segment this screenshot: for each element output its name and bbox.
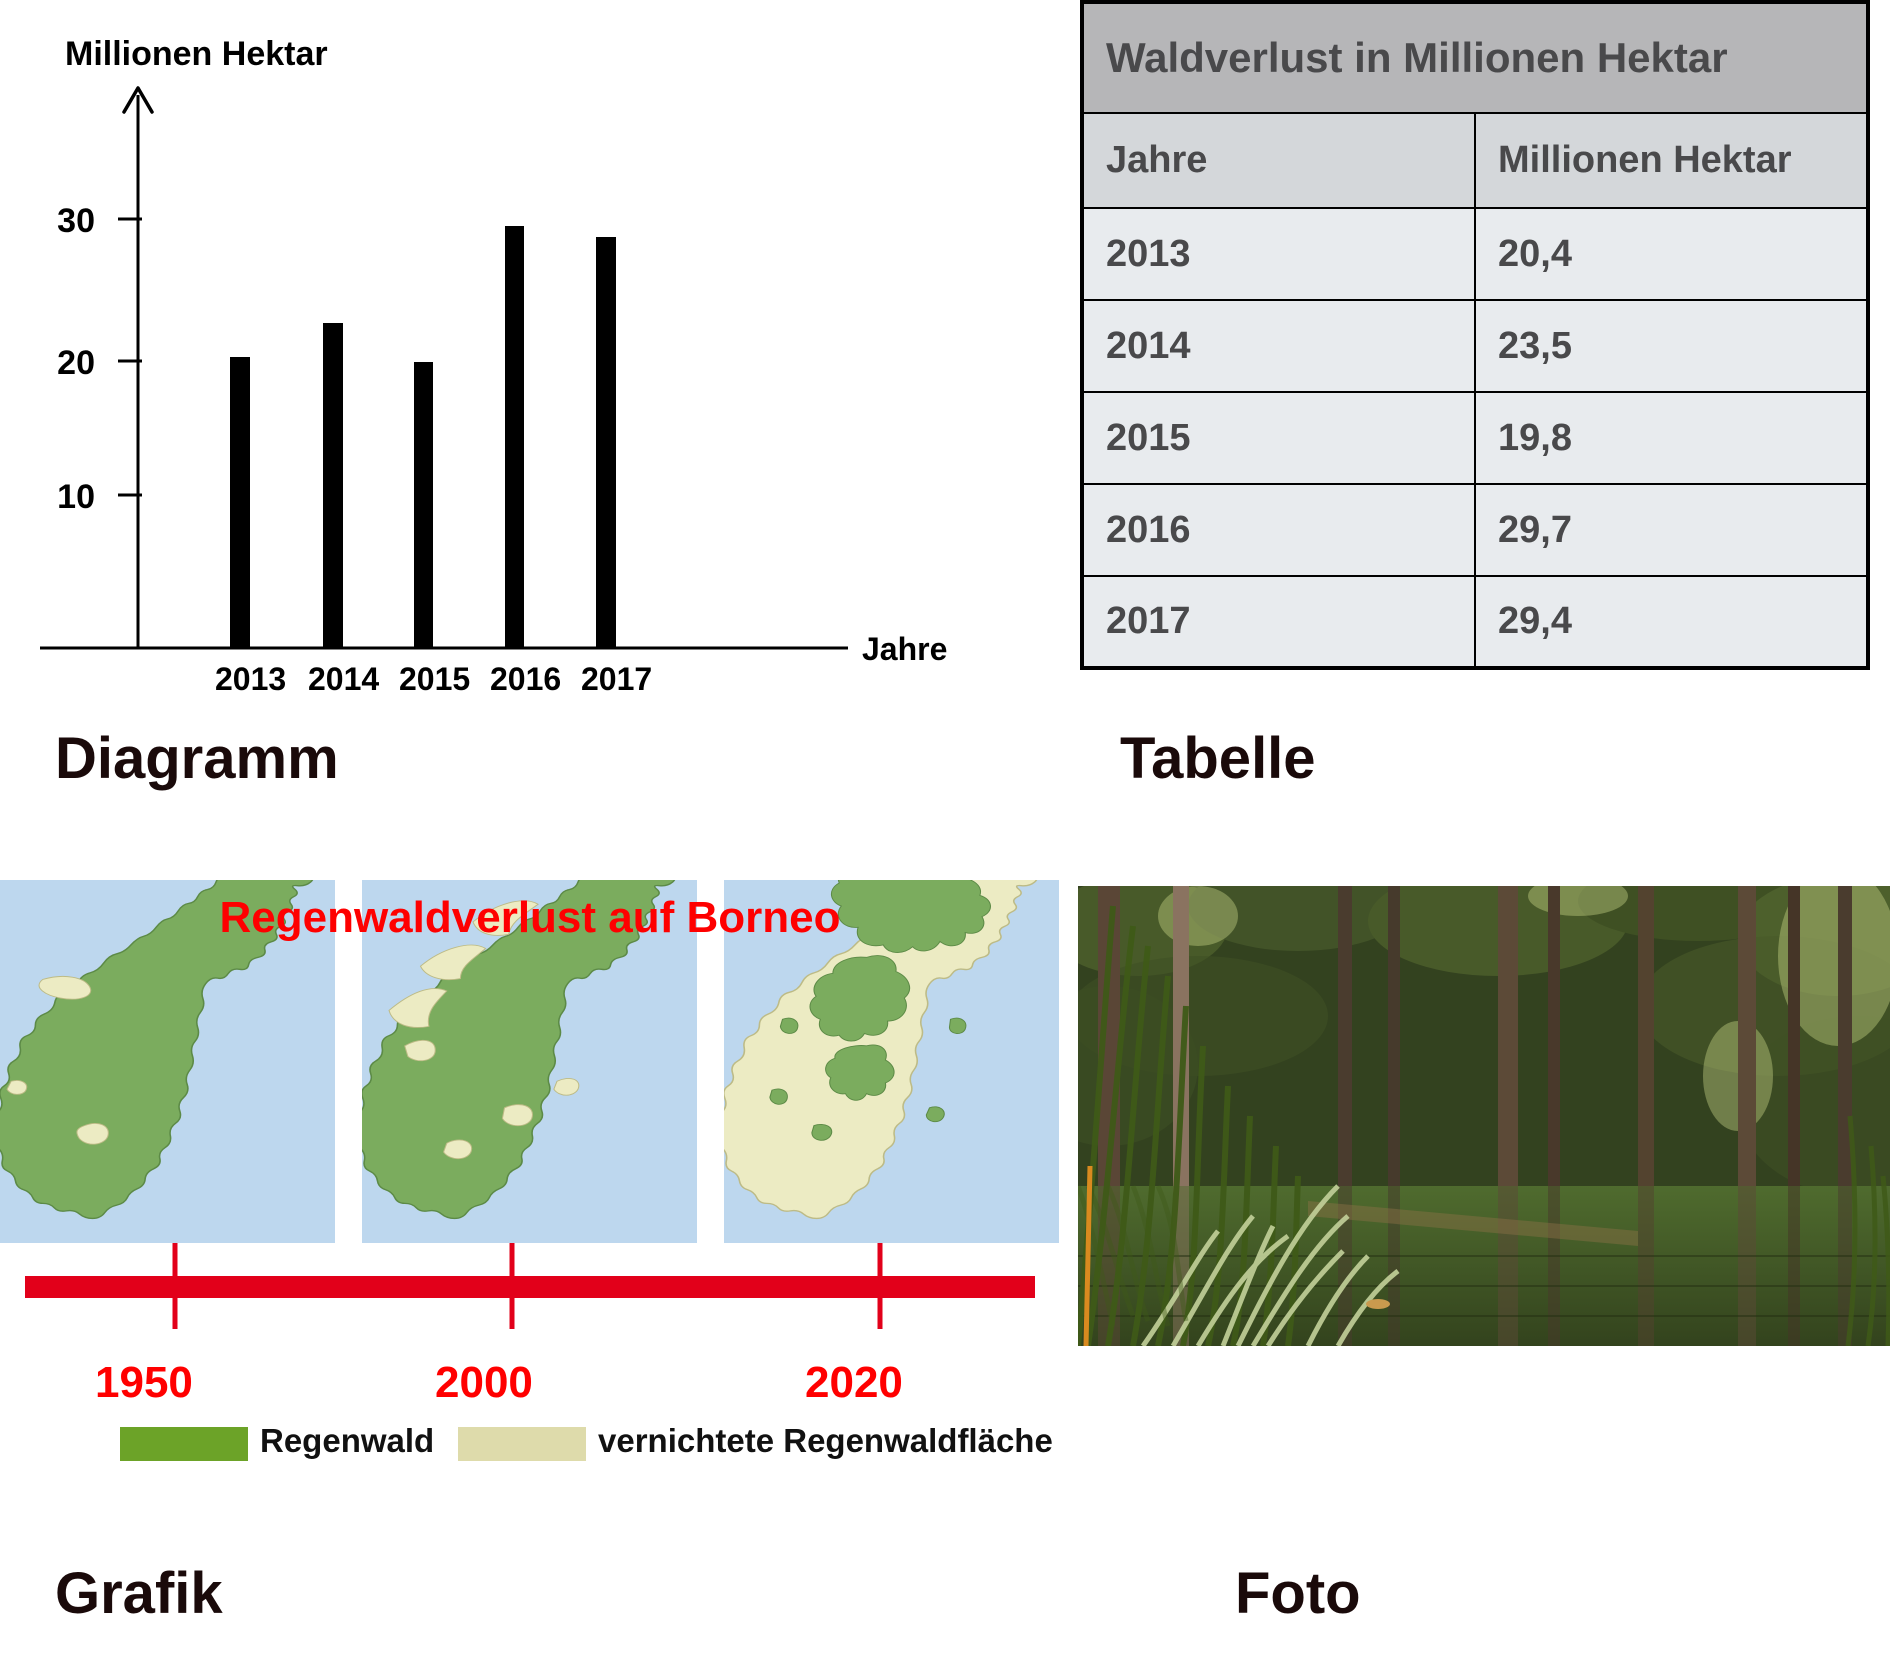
svg-text:2016: 2016 <box>490 661 561 697</box>
svg-text:10: 10 <box>57 478 95 516</box>
svg-text:Regenwaldverlust auf Borneo: Regenwaldverlust auf Borneo <box>219 893 840 942</box>
svg-text:2013: 2013 <box>215 661 286 697</box>
svg-text:2014: 2014 <box>308 661 379 697</box>
svg-text:2017: 2017 <box>581 661 652 697</box>
svg-text:2015: 2015 <box>399 661 470 697</box>
svg-text:30: 30 <box>57 202 95 240</box>
svg-text:20: 20 <box>57 344 95 382</box>
svg-text:Millionen Hektar: Millionen Hektar <box>65 35 328 73</box>
svg-text:Jahre: Jahre <box>862 631 947 667</box>
